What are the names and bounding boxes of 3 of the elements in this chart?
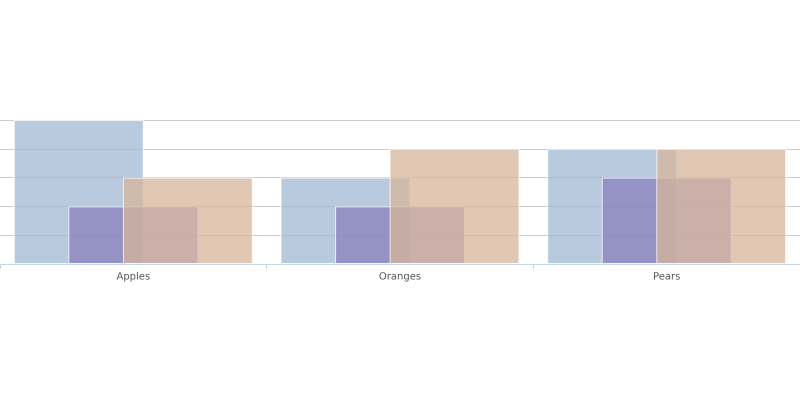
x-tick-label: Pears [653,272,680,282]
x-tick-label: Oranges [378,272,422,282]
x-tick-label: Apples [116,272,150,282]
